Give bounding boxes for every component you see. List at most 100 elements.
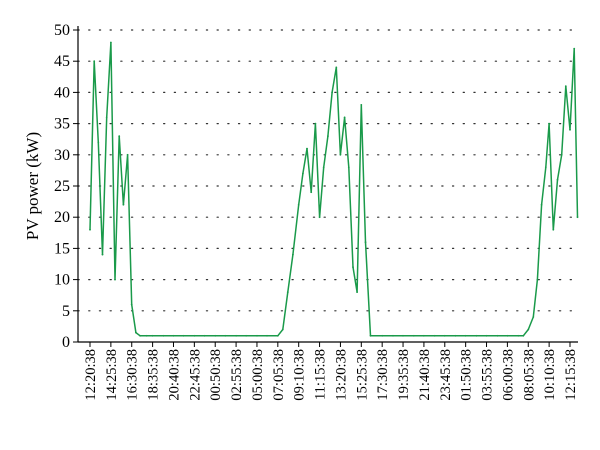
data-point [314,122,317,125]
data-point [97,141,100,144]
data-point [327,135,329,138]
x-tick-label: 19:35:38 [396,349,412,401]
data-point [89,228,91,231]
data-point [536,278,539,281]
data-point [318,216,321,219]
y-tick-labels: 0 5 10 15 20 25 30 35 40 45 50 [54,22,70,351]
data-point [556,178,559,181]
x-tick-label: 01:50:38 [459,349,475,401]
x-tick-labels: 12:20:38 14:25:38 16:30:38 18:35:38 20:40:38… [83,349,579,401]
data-point [245,334,248,337]
data-point [532,316,535,318]
series-layer [89,41,579,337]
y-axis-label: PV power (kW) [23,132,42,240]
data-point [110,41,112,44]
data-point [118,135,121,138]
x-tick-label: 23:45:38 [438,349,454,401]
y-tick-label: 40 [54,84,70,101]
x-tick-label: 11:15:38 [313,349,329,400]
data-point [573,47,576,50]
x-tick-label: 00:50:38 [208,349,224,401]
y-tick-label: 15 [54,240,70,257]
data-point [224,334,227,337]
data-point [306,147,308,150]
data-point [135,331,137,334]
data-point [302,172,304,175]
x-tick-label: 07:05:38 [271,349,287,401]
data-point [256,334,258,337]
data-point [105,116,108,119]
y-tick-label: 5 [62,303,70,320]
data-point [343,116,346,119]
x-tick-label: 05:00:38 [250,349,266,401]
data-point [122,203,125,206]
data-point [464,334,467,337]
data-point [517,334,520,337]
axes [73,26,578,347]
y-tick-label: 45 [54,53,70,70]
data-point [93,60,96,63]
data-point [540,203,543,206]
data-point [139,334,142,337]
data-point [292,253,294,256]
data-point [496,334,499,337]
data-point [203,334,206,337]
data-point [126,153,129,156]
data-point [381,334,384,337]
data-point [101,253,104,256]
data-point [356,291,358,293]
data-point [352,266,354,268]
data-point [172,334,175,337]
series-line-0 [89,41,579,337]
y-tick-label: 20 [54,209,70,226]
data-point [322,166,325,169]
data-point [182,334,185,337]
data-point [475,334,478,337]
data-point [433,334,436,337]
data-point [569,128,571,131]
data-point [364,241,367,244]
data-point [347,166,350,169]
data-point [392,334,394,337]
data-point [297,203,300,206]
y-tick-label: 10 [54,272,70,289]
data-point [423,334,425,337]
x-tick-label: 12:20:38 [83,349,99,401]
data-point [443,334,446,337]
data-point [114,278,116,281]
y-tick-label: 30 [54,147,70,164]
x-tick-label: 09:10:38 [292,349,308,401]
data-point [235,334,238,337]
y-tick-label: 0 [62,334,70,351]
data-point [576,216,579,219]
x-tick-label: 02:55:38 [229,349,245,401]
x-tick-label: 13:20:38 [333,349,349,401]
data-point [339,153,342,156]
data-point [193,334,196,337]
x-tick-label: 06:00:38 [500,349,516,401]
y-tick-label: 25 [54,178,70,195]
data-point [544,166,547,169]
data-point [506,334,509,337]
data-point [331,91,333,94]
x-tick-label: 20:40:38 [166,349,182,401]
data-point [454,334,457,337]
data-point [162,334,165,337]
data-point [276,334,279,337]
y-tick-label: 35 [54,116,70,133]
data-point [281,328,284,331]
data-point [548,122,550,125]
x-tick-label: 10:10:38 [542,349,558,401]
x-tick-label: 14:25:38 [104,349,120,401]
data-point [151,334,154,337]
data-point [564,85,567,88]
data-point [214,334,217,337]
data-point [522,334,525,337]
data-point [402,334,404,337]
data-point [266,334,268,337]
data-point [130,303,133,306]
x-tick-label: 17:30:38 [375,349,391,401]
x-tick-label: 16:30:38 [125,349,141,401]
gridlines [77,29,579,312]
